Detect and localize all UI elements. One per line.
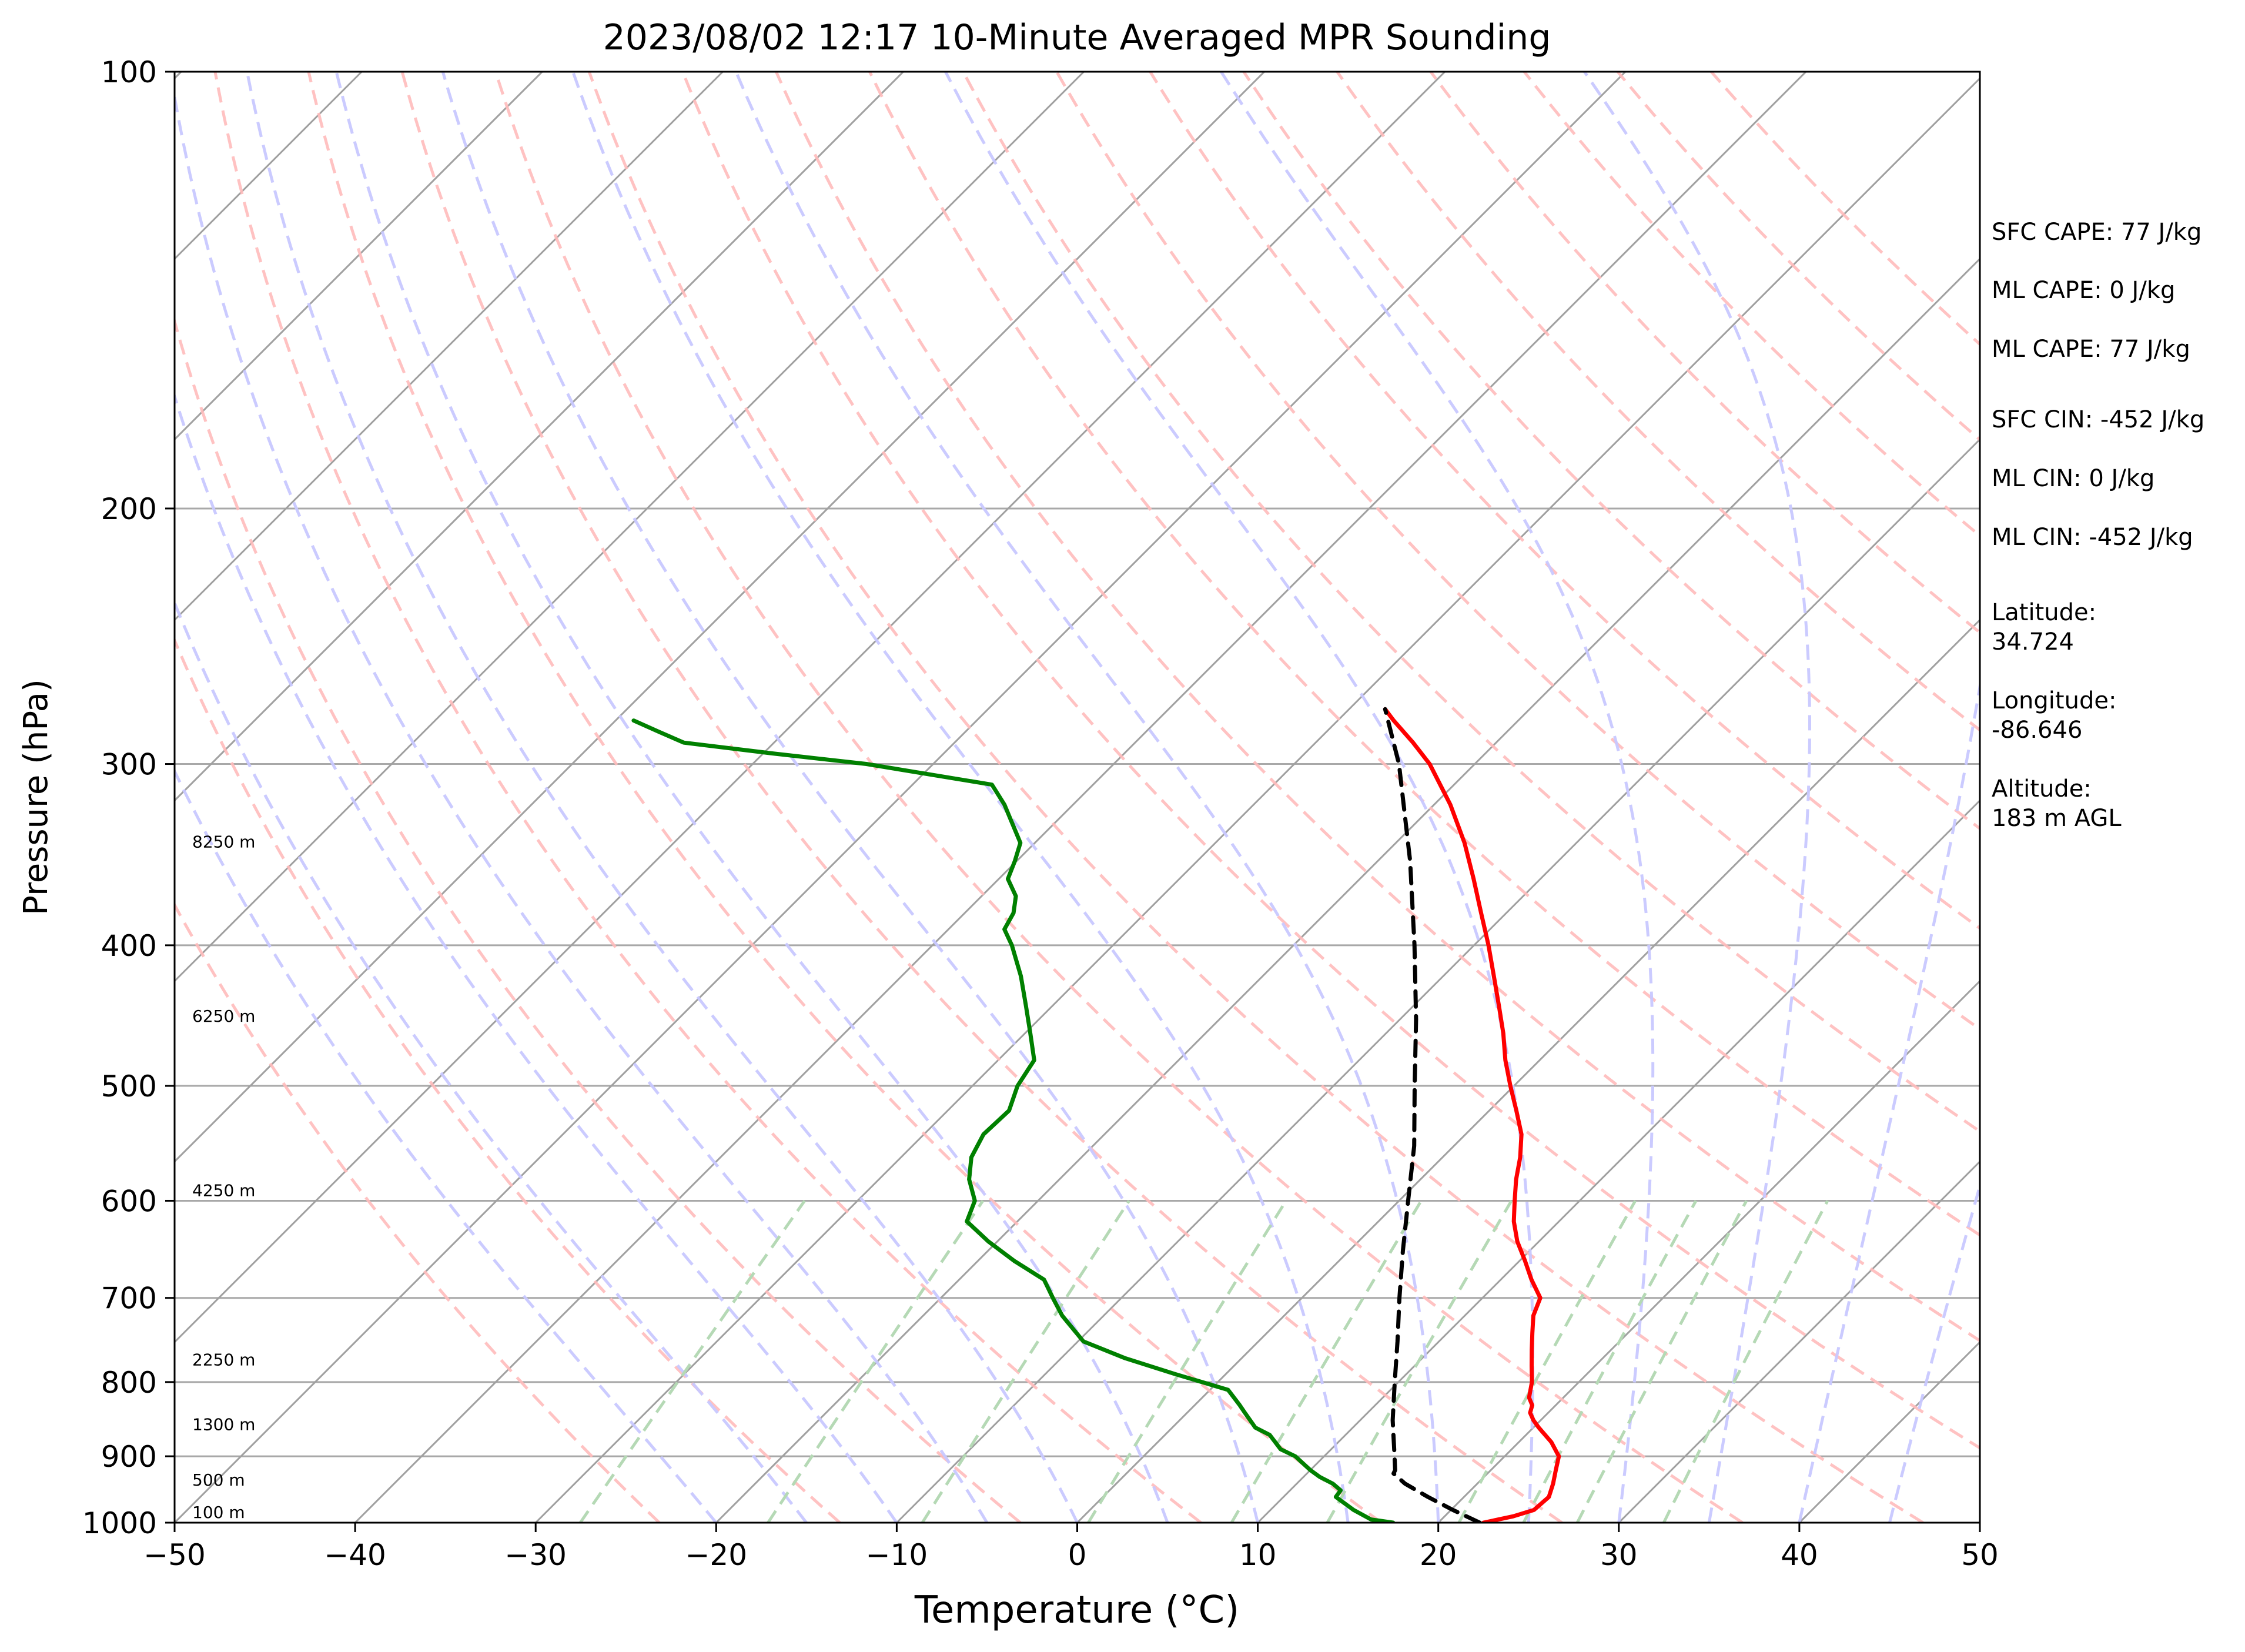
chart-title: 2023/08/02 12:17 10-Minute Averaged MPR … <box>603 17 1551 58</box>
x-tick-label: −40 <box>324 1538 386 1572</box>
x-tick-label: −10 <box>866 1538 928 1572</box>
y-tick-label: 900 <box>101 1440 157 1474</box>
x-axis-label: Temperature (°C) <box>914 1589 1239 1632</box>
height-label: 500 m <box>192 1470 245 1490</box>
height-label: 8250 m <box>192 832 255 851</box>
y-tick-label: 400 <box>101 929 157 963</box>
location-text: -86.646 <box>1992 717 2082 744</box>
height-label: 2250 m <box>192 1350 255 1370</box>
location-text: Altitude: <box>1992 775 2092 802</box>
location-text: Longitude: <box>1992 687 2116 714</box>
y-tick-label: 700 <box>101 1282 157 1316</box>
stat-text: ML CIN: 0 J/kg <box>1992 465 2154 492</box>
y-axis-label: Pressure (hPa) <box>17 679 55 915</box>
x-tick-label: 20 <box>1420 1538 1457 1572</box>
y-tick-label: 200 <box>101 492 157 526</box>
stat-text: SFC CAPE: 77 J/kg <box>1992 219 2201 246</box>
y-tick-label: 1000 <box>82 1506 157 1540</box>
height-label: 4250 m <box>192 1181 255 1200</box>
x-tick-label: 40 <box>1781 1538 1818 1572</box>
stat-text: ML CIN: -452 J/kg <box>1992 524 2193 551</box>
y-tick-label: 800 <box>101 1366 157 1400</box>
height-label: 100 m <box>192 1503 245 1522</box>
x-tick-label: 10 <box>1239 1538 1277 1572</box>
stat-text: ML CAPE: 0 J/kg <box>1992 277 2175 304</box>
x-tick-label: −30 <box>504 1538 567 1572</box>
x-tick-label: −20 <box>685 1538 748 1572</box>
y-tick-label: 100 <box>101 55 157 89</box>
x-tick-label: 50 <box>1961 1538 1999 1572</box>
y-tick-label: 500 <box>101 1069 157 1103</box>
x-tick-label: 0 <box>1068 1538 1087 1572</box>
location-text: 34.724 <box>1992 628 2074 656</box>
stat-text: ML CAPE: 77 J/kg <box>1992 336 2190 363</box>
x-tick-label: −50 <box>143 1538 206 1572</box>
stat-text: SFC CIN: -452 J/kg <box>1992 406 2204 433</box>
y-tick-label: 600 <box>101 1184 157 1218</box>
location-text: Latitude: <box>1992 599 2096 626</box>
x-tick-label: 30 <box>1600 1538 1638 1572</box>
location-text: 183 m AGL <box>1992 805 2122 832</box>
height-label: 6250 m <box>192 1006 255 1026</box>
height-label: 1300 m <box>192 1415 255 1434</box>
y-tick-label: 300 <box>101 748 157 782</box>
